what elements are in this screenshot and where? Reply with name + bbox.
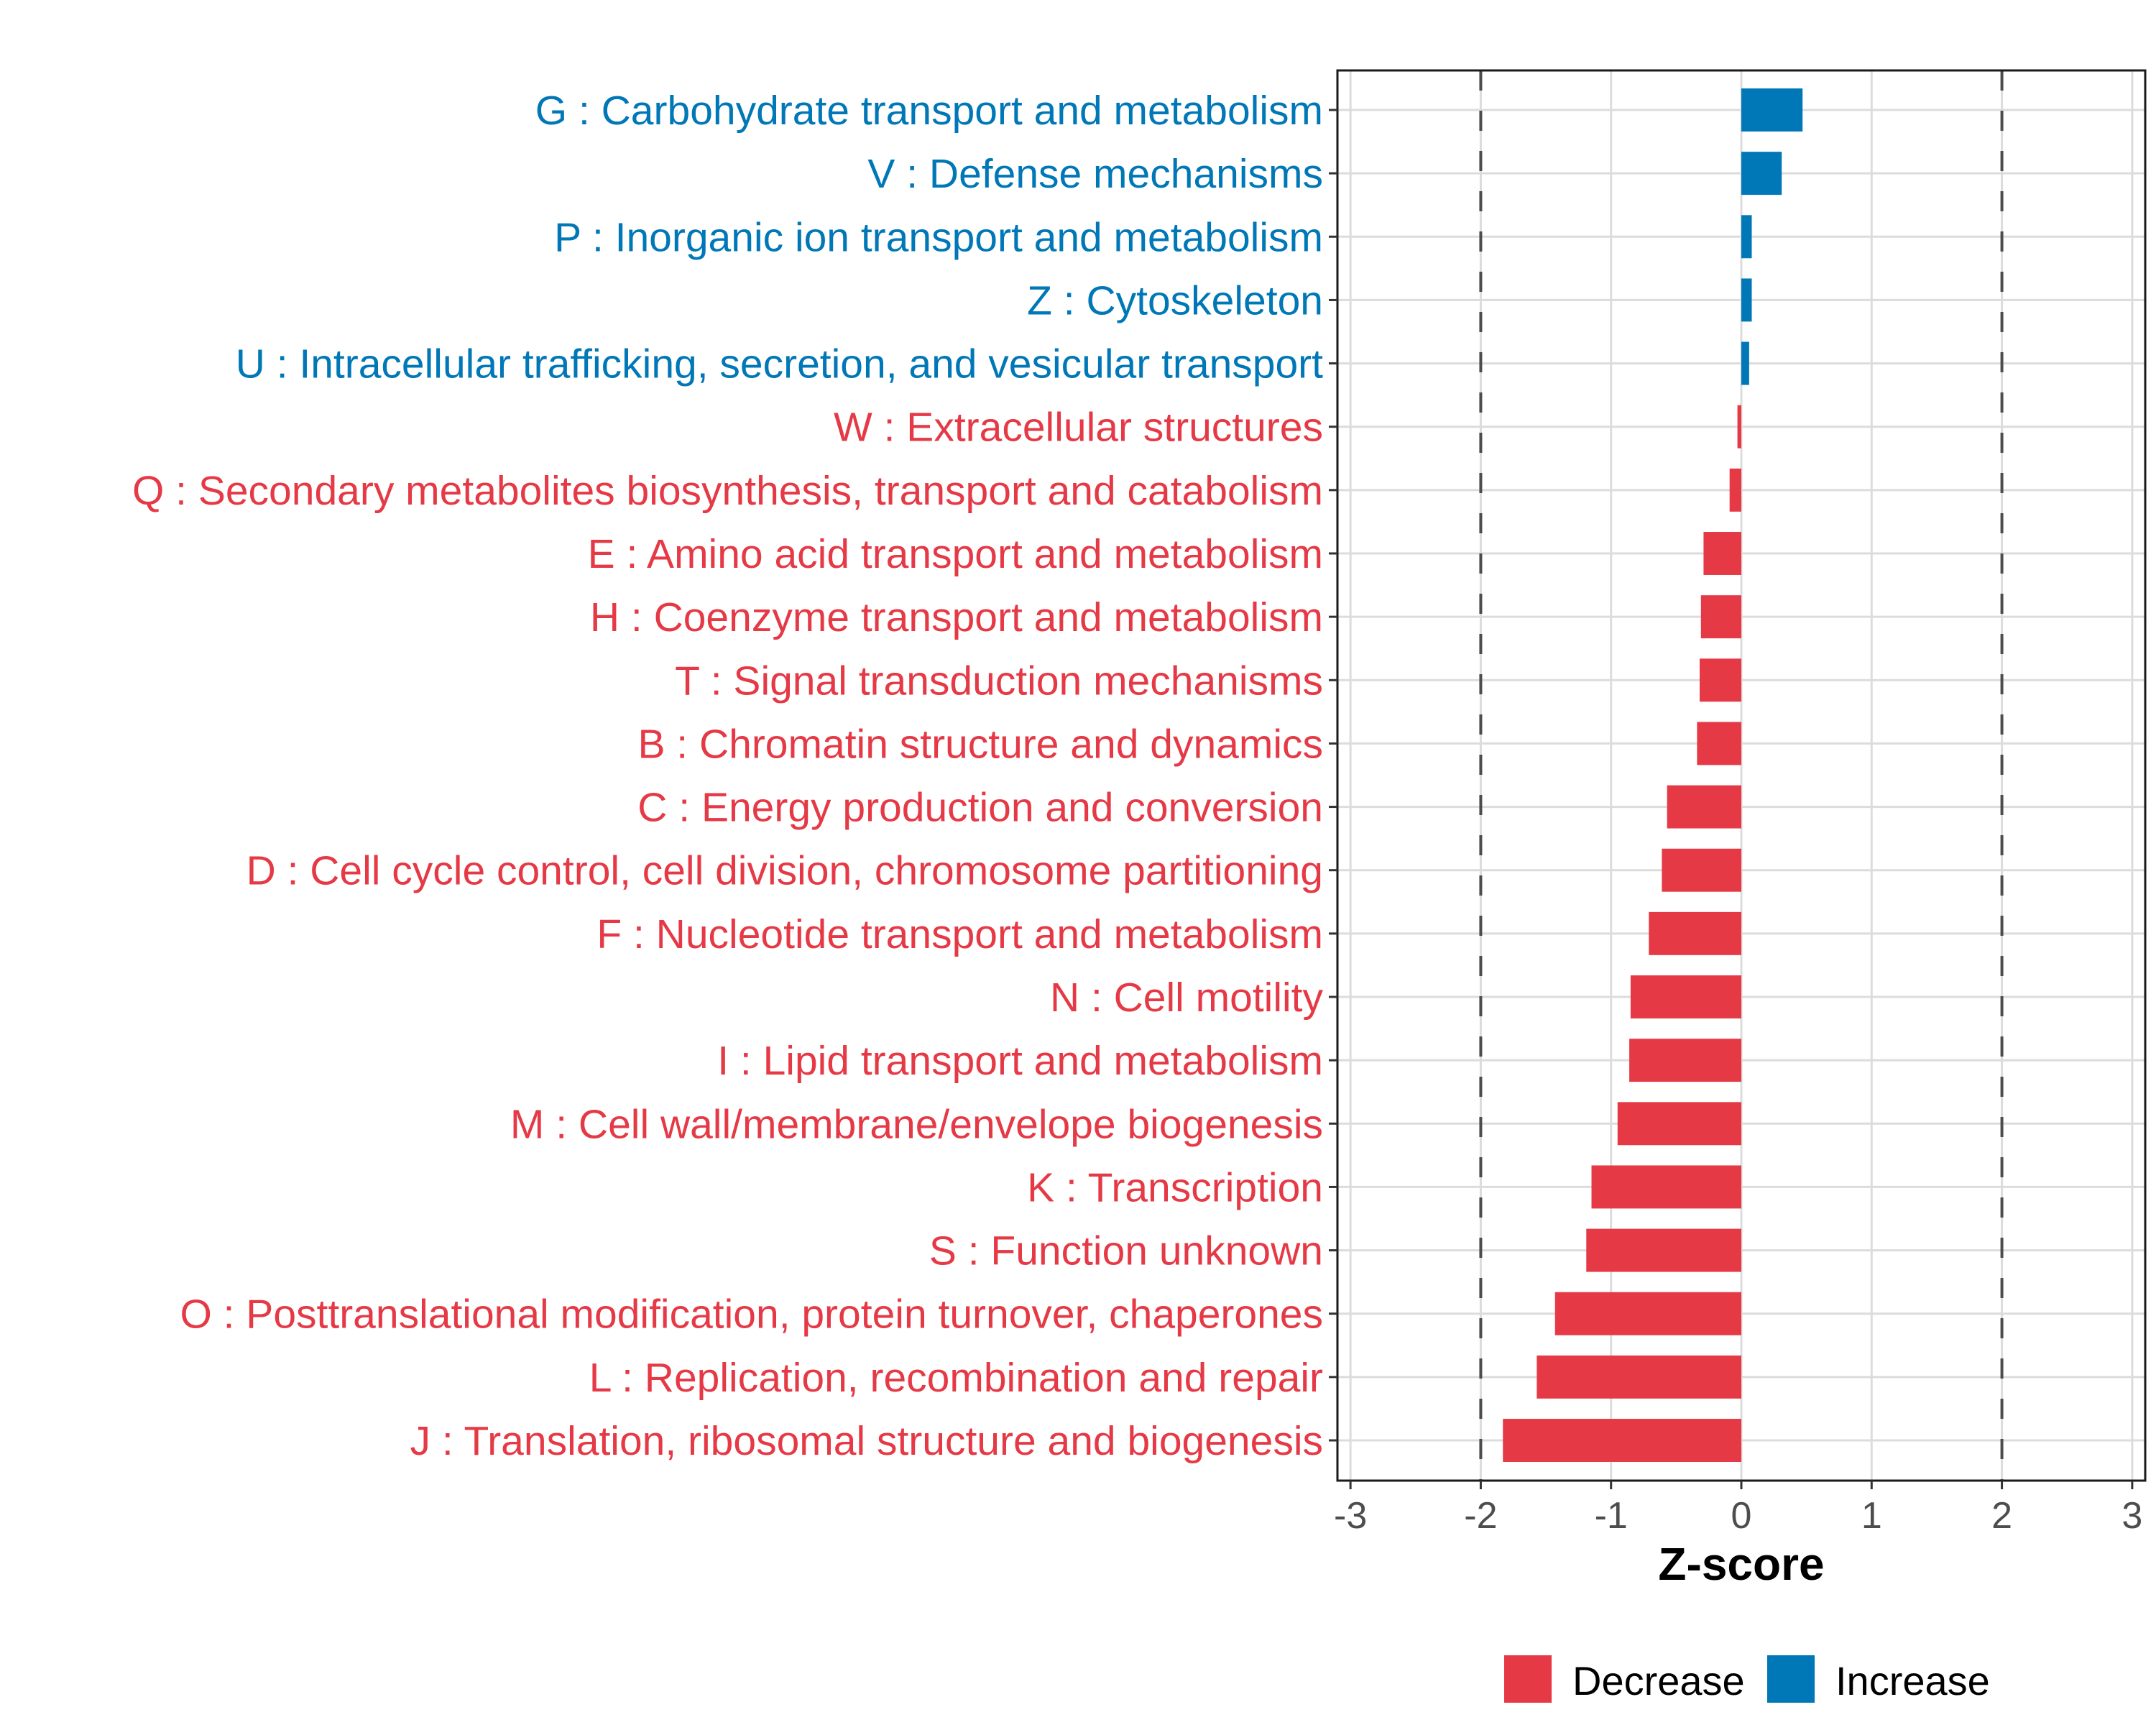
bar-g xyxy=(1741,88,1803,132)
bar-c xyxy=(1667,785,1741,829)
legend-label-increase: Increase xyxy=(1835,1658,1990,1703)
bars xyxy=(1503,88,1803,1462)
category-label: H : Coenzyme transport and metabolism xyxy=(590,594,1323,640)
category-label: V : Defense mechanisms xyxy=(867,151,1323,197)
category-label: N : Cell motility xyxy=(1050,975,1324,1021)
legend-swatch-increase xyxy=(1767,1655,1815,1703)
x-axis-title: Z-score xyxy=(1658,1538,1824,1590)
category-label: Z : Cytoskeleton xyxy=(1027,277,1323,323)
category-label: J : Translation, ribosomal structure and… xyxy=(410,1418,1323,1464)
x-tick-label: -3 xyxy=(1334,1495,1367,1537)
bar-p xyxy=(1741,215,1752,259)
bar-v xyxy=(1741,152,1782,196)
bar-u xyxy=(1741,341,1749,385)
category-label: U : Intracellular trafficking, secretion… xyxy=(236,341,1323,387)
category-label: L : Replication, recombination and repai… xyxy=(589,1355,1323,1401)
category-label: P : Inorganic ion transport and metaboli… xyxy=(554,214,1323,260)
bar-d xyxy=(1662,848,1741,892)
x-tick-label: 1 xyxy=(1861,1495,1882,1537)
bar-f xyxy=(1649,911,1741,955)
category-label: D : Cell cycle control, cell division, c… xyxy=(247,848,1323,894)
legend: Decrease Increase xyxy=(1504,1655,1990,1703)
category-label: K : Transcription xyxy=(1027,1164,1323,1210)
x-tick-label: -1 xyxy=(1595,1495,1628,1537)
category-label: W : Extracellular structures xyxy=(834,405,1323,451)
legend-label-decrease: Decrease xyxy=(1572,1658,1745,1703)
bar-h xyxy=(1700,595,1741,639)
category-label: Q : Secondary metabolites biosynthesis, … xyxy=(132,468,1323,514)
y-axis: G : Carbohydrate transport and metabolis… xyxy=(132,88,1337,1464)
category-label: I : Lipid transport and metabolism xyxy=(717,1038,1323,1084)
bar-n xyxy=(1630,975,1741,1018)
category-label: O : Posttranslational modification, prot… xyxy=(180,1292,1323,1338)
x-tick-label: 0 xyxy=(1731,1495,1752,1537)
bar-t xyxy=(1699,658,1741,702)
x-tick-label: 2 xyxy=(1991,1495,2012,1537)
category-label: M : Cell wall/membrane/envelope biogenes… xyxy=(510,1101,1323,1147)
category-label: S : Function unknown xyxy=(929,1228,1323,1274)
category-label: F : Nucleotide transport and metabolism xyxy=(596,911,1323,957)
category-label: E : Amino acid transport and metabolism xyxy=(588,531,1323,577)
bar-q xyxy=(1729,468,1741,512)
x-tick-label: -2 xyxy=(1464,1495,1497,1537)
bar-m xyxy=(1617,1102,1741,1146)
bar-e xyxy=(1703,532,1741,575)
bar-s xyxy=(1586,1228,1741,1272)
bar-k xyxy=(1591,1165,1741,1209)
bar-i xyxy=(1629,1039,1741,1082)
bar-l xyxy=(1537,1355,1741,1399)
bar-o xyxy=(1554,1292,1741,1335)
bar-w xyxy=(1737,405,1741,448)
category-label: B : Chromatin structure and dynamics xyxy=(637,721,1323,767)
category-label: T : Signal transduction mechanisms xyxy=(675,658,1323,704)
bar-b xyxy=(1697,722,1741,765)
reference-lines xyxy=(1479,70,2004,1481)
category-label: G : Carbohydrate transport and metabolis… xyxy=(535,88,1323,134)
x-tick-label: 3 xyxy=(2122,1495,2142,1537)
category-label: C : Energy production and conversion xyxy=(637,785,1323,831)
bar-z xyxy=(1741,278,1752,322)
legend-swatch-decrease xyxy=(1504,1655,1552,1703)
bar-j xyxy=(1503,1419,1741,1462)
x-axis: -3 -2 -1 0 1 2 3 xyxy=(1334,1481,2142,1537)
